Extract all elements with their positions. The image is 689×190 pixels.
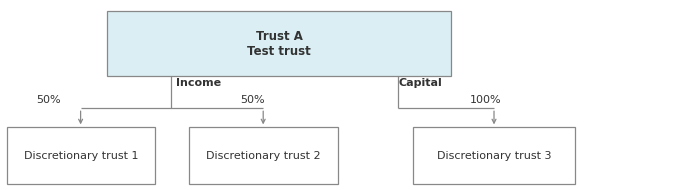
Text: Discretionary trust 3: Discretionary trust 3 [437,151,552,161]
Text: Discretionary trust 1: Discretionary trust 1 [23,151,138,161]
FancyBboxPatch shape [7,127,155,184]
Text: Capital: Capital [398,78,442,88]
Text: Trust A
Test trust: Trust A Test trust [247,30,311,58]
FancyBboxPatch shape [107,11,451,76]
FancyBboxPatch shape [189,127,338,184]
Text: Income: Income [176,78,220,88]
Text: 50%: 50% [240,95,265,105]
Text: Discretionary trust 2: Discretionary trust 2 [206,151,321,161]
Text: 100%: 100% [470,95,502,105]
FancyBboxPatch shape [413,127,575,184]
Text: 50%: 50% [36,95,61,105]
